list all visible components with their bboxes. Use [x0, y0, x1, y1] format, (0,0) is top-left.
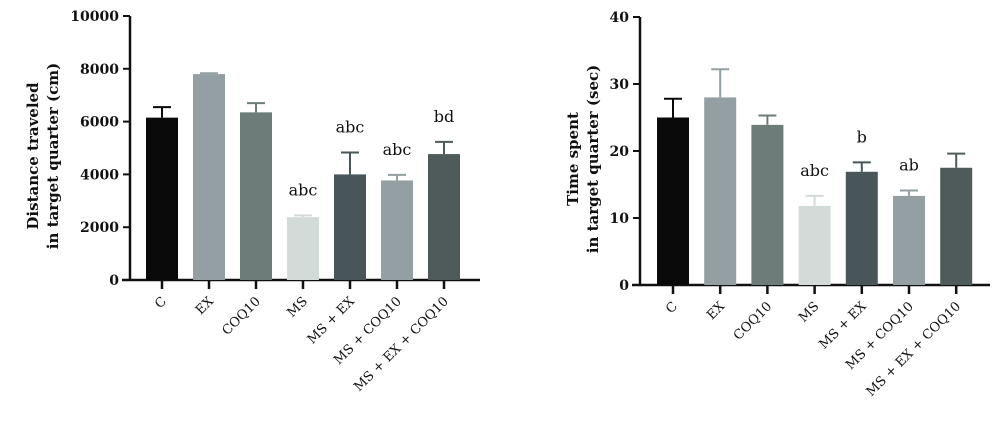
y-axis-label: Time spent in target quarter (sec)	[564, 65, 602, 254]
bar	[751, 124, 784, 286]
significance-label: abc	[289, 180, 318, 199]
bar	[704, 97, 737, 286]
y-tick-label: 6000	[80, 115, 119, 131]
bar	[428, 154, 460, 280]
chart-2: 0 10 20 30 40 Time spent in target quarter (se…	[564, 10, 990, 400]
y-axis-label-line-1: Time spent	[564, 112, 582, 206]
bar	[381, 180, 413, 280]
bar	[193, 74, 225, 280]
y-tick-label: 4000	[80, 167, 119, 183]
x-tick-label: MS	[796, 299, 822, 325]
x-tick-label: MS + EX + COQ10	[864, 299, 964, 399]
y-tick-label: 2000	[80, 220, 119, 236]
y-tick-label: 10000	[70, 9, 119, 25]
bar	[334, 174, 366, 280]
bar	[240, 112, 272, 280]
significance-label: abc	[336, 117, 365, 136]
x-tick-label: COQ10	[219, 294, 263, 338]
x-tick-label: C	[152, 294, 170, 312]
y-tick-label: 40	[610, 10, 630, 26]
x-tick-label: EX	[704, 299, 728, 323]
y-tick-label: 10	[610, 211, 630, 227]
significance-label: abc	[800, 161, 829, 180]
bar	[146, 117, 178, 280]
bar	[798, 205, 831, 285]
bar	[940, 167, 973, 285]
y-axis-label: Distance traveled in target quarter (cm)	[24, 63, 62, 249]
significance-label: bd	[434, 107, 454, 126]
chart-1: 0 2000 4000 6000 8000 10000 Distance traveled i…	[24, 9, 480, 395]
x-tick-label: MS	[285, 294, 311, 320]
x-tick-label: C	[663, 299, 681, 317]
y-tick-label: 0	[619, 278, 629, 294]
y-axis-label-line-2: in target quarter (sec)	[584, 65, 602, 254]
significance-label: abc	[383, 140, 412, 159]
bar	[893, 195, 925, 285]
y-axis-label-line-1: Distance traveled	[24, 82, 42, 230]
y-tick-label: 0	[109, 273, 119, 289]
bar	[657, 117, 689, 285]
y-axis-label-line-2: in target quarter (cm)	[44, 63, 62, 249]
x-tick-label: MS + EX + COQ10	[351, 294, 451, 394]
x-tick-label: EX	[193, 294, 217, 318]
significance-label: ab	[899, 156, 919, 175]
significance-label: b	[857, 127, 867, 146]
y-tick-label: 20	[610, 144, 630, 160]
y-tick-label: 8000	[80, 62, 119, 78]
bar	[845, 171, 878, 285]
y-tick-label: 30	[610, 77, 630, 93]
bar	[287, 217, 319, 280]
x-tick-label: COQ10	[731, 299, 775, 343]
